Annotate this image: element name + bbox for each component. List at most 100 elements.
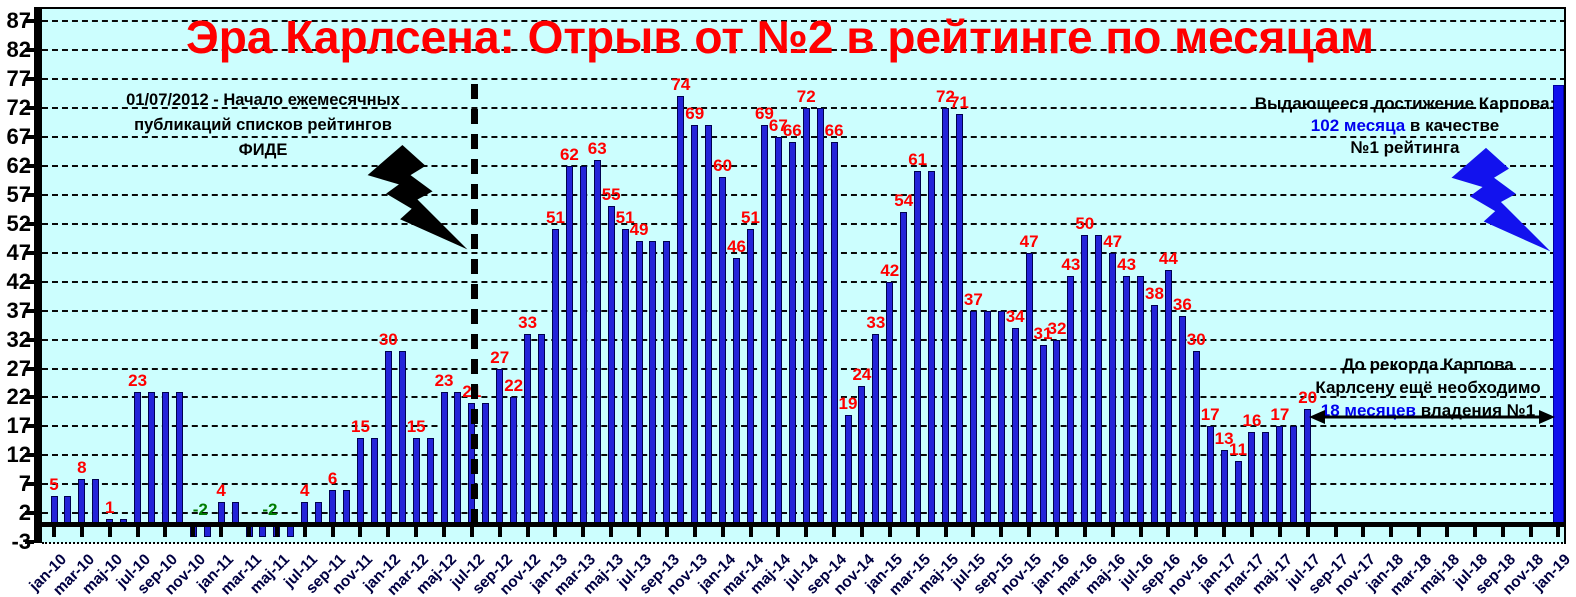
y-axis-label-72: 72	[6, 94, 31, 120]
x-tick-nov-17	[1361, 527, 1366, 537]
x-tick-maj-15	[943, 527, 948, 537]
record-annotation-line1: До рекорда Карпова	[1342, 355, 1514, 374]
y-tick-57	[25, 192, 34, 197]
x-tick-jul-15	[971, 527, 976, 537]
y-tick-47	[25, 250, 34, 255]
x-tick-mar-15	[915, 527, 920, 537]
x-tick-mar-16	[1082, 527, 1087, 537]
y-tick-12	[25, 453, 34, 458]
bar-label-jun-14: 66	[782, 121, 802, 141]
karpov-record-annotation: Выдающееся достижение Карпова: 102 месяц…	[1245, 93, 1565, 159]
y-axis-label-2: 2	[18, 500, 31, 526]
x-tick-sep-12	[497, 527, 502, 537]
bar-label-sep-12: 27	[490, 347, 510, 367]
bar-label-mar-17: 16	[1242, 411, 1262, 431]
x-tick-mar-14	[748, 527, 753, 537]
x-tick-nov-12	[525, 527, 530, 537]
x-tick-jul-10	[135, 527, 140, 537]
x-tick-nov-15	[1027, 527, 1032, 537]
bar-label-nov-16: 30	[1186, 330, 1206, 350]
x-tick-sep-17	[1333, 527, 1338, 537]
x-tick-nov-18	[1528, 527, 1533, 537]
x-tick-jul-16	[1138, 527, 1143, 537]
bar-label-jul-11: 4	[300, 480, 310, 500]
y-tick-52	[25, 221, 34, 226]
bar-label-nov-14: 24	[852, 364, 872, 384]
bar-label-mar-16: 50	[1075, 214, 1095, 234]
bar-label-jan-15: 42	[880, 260, 900, 280]
x-tick-jan-18	[1389, 527, 1394, 537]
y-tick-27	[25, 366, 34, 371]
bar-label-nov-11: 15	[350, 417, 370, 437]
x-tick-sep-13	[664, 527, 669, 537]
y-axis-label-37: 37	[6, 297, 31, 323]
bar-label-maj-16: 47	[1103, 231, 1123, 251]
x-tick-jan-11	[219, 527, 224, 537]
chart-title: Эра Карлсена: Отрыв от №2 в рейтинге по …	[186, 11, 1374, 63]
bar-label-maj-14: 67	[768, 115, 788, 135]
y-axis-label-62: 62	[6, 152, 31, 178]
x-tick-mar-17	[1249, 527, 1254, 537]
x-tick-jan-13	[553, 527, 558, 537]
x-tick-sep-16	[1166, 527, 1171, 537]
x-tick-nov-16	[1194, 527, 1199, 537]
bar-label-nov-13: 69	[685, 104, 705, 124]
bar-label-jul-14: 72	[796, 86, 816, 106]
gridline-82	[42, 48, 1566, 51]
bar-label-jul-15: 37	[963, 289, 983, 309]
x-tick-maj-12	[442, 527, 447, 537]
bar-label-dec-16: 17	[1200, 405, 1220, 425]
bar-label-jun-16: 43	[1117, 254, 1137, 274]
y-tick-87	[25, 18, 34, 23]
x-tick-jul-14	[804, 527, 809, 537]
bar-label-nov-10: -2	[192, 500, 208, 519]
bar-label-jan-13: 51	[546, 208, 565, 228]
bar-label-okt-14: 19	[838, 393, 858, 413]
x-tick-sep-15	[999, 527, 1004, 537]
y-axis-label-17: 17	[6, 413, 31, 439]
bar-label-feb-15: 54	[894, 191, 914, 211]
bar-label-feb-13: 62	[559, 144, 579, 164]
y-tick-62	[25, 163, 34, 168]
x-tick-maj-11	[274, 527, 279, 537]
bar-label-mar-12: 15	[406, 417, 426, 437]
x-tick-jul-18	[1472, 527, 1477, 537]
gridline-87	[42, 19, 1566, 22]
months-remaining-annotation: До рекорда Карпова Карлсену ещё необходи…	[1278, 353, 1576, 422]
x-tick-mar-12	[414, 527, 419, 537]
fide-annotation: 01/07/2012 - Начало ежемесячных публикац…	[83, 88, 443, 163]
x-tick-jan-19	[1556, 527, 1561, 537]
y-axis-label--3: -3	[11, 529, 31, 555]
fide-annotation-line2: публикаций списков рейтингов	[134, 116, 392, 134]
y-tick-17	[25, 424, 34, 429]
y-tick-42	[25, 279, 34, 284]
y-tick-67	[25, 134, 34, 139]
x-tick-mar-10	[79, 527, 84, 537]
bar-label-jul-17: 20	[1298, 388, 1318, 408]
x-tick-mar-13	[581, 527, 586, 537]
x-tick-maj-16	[1110, 527, 1115, 537]
karpov-annotation-line1: Выдающееся достижение Карпова:	[1254, 94, 1556, 113]
bar-label-aug-16: 38	[1145, 283, 1164, 303]
bar-label-jul-10: 23	[128, 370, 148, 390]
bar-label-jan-10: 5	[49, 475, 59, 495]
x-tick-maj-17	[1277, 527, 1282, 537]
y-axis-label-12: 12	[6, 442, 31, 468]
bar-label-mar-14: 51	[741, 208, 760, 228]
bar-label-dec-15: 31	[1033, 324, 1053, 344]
bar-label-nov-15: 47	[1019, 231, 1039, 251]
bar-label-sep-11: 6	[327, 469, 338, 489]
y-tick-37	[25, 308, 34, 313]
bar-label-dec-14: 33	[866, 312, 886, 332]
y-axis-label-57: 57	[6, 181, 31, 207]
x-tick-jul-12	[469, 527, 474, 537]
y-axis-label-52: 52	[6, 210, 31, 236]
bar-label-mar-15: 61	[908, 150, 928, 170]
x-tick-jan-14	[720, 527, 725, 537]
y-tick--3	[25, 540, 34, 545]
x-tick-nov-14	[859, 527, 864, 537]
bar-label-apr-13: 63	[587, 138, 607, 158]
x-tick-jul-13	[637, 527, 642, 537]
bar-label-maj-17: 17	[1270, 405, 1290, 425]
